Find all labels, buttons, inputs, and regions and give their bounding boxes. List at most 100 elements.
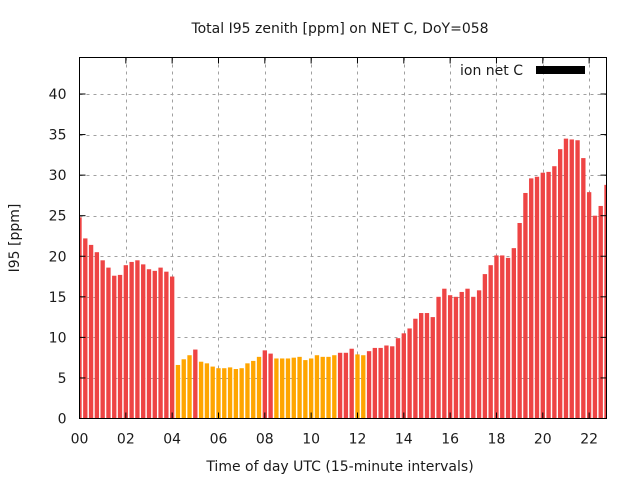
x-tick-label: 14 <box>395 432 413 448</box>
bar <box>395 338 401 418</box>
bar <box>83 238 88 418</box>
bar <box>436 296 441 418</box>
bar <box>447 295 453 418</box>
bar <box>424 313 430 418</box>
x-tick-label: 16 <box>441 432 459 448</box>
bar <box>534 176 540 418</box>
bar <box>152 270 157 418</box>
bar <box>390 346 395 418</box>
y-tick-label: 0 <box>58 412 67 428</box>
bar <box>268 353 273 418</box>
bar <box>251 360 256 418</box>
bar <box>146 269 152 418</box>
x-tick-label: 22 <box>580 432 598 448</box>
bar <box>366 351 372 418</box>
bar <box>442 288 447 418</box>
bar <box>517 222 522 418</box>
chart-title: Total I95 zenith [ppm] on NET C, DoY=058 <box>190 21 488 37</box>
bar <box>557 149 563 418</box>
bar <box>430 317 435 418</box>
bar <box>297 356 302 418</box>
bar <box>453 296 459 418</box>
bar <box>198 361 204 418</box>
bar <box>303 360 308 418</box>
bar <box>471 296 476 418</box>
bar <box>575 140 580 418</box>
bar <box>135 260 140 418</box>
bar <box>94 252 100 418</box>
bar <box>245 363 250 418</box>
y-axis-label: I95 [ppm] <box>7 204 23 273</box>
bar <box>193 349 198 418</box>
bar <box>604 184 606 418</box>
bar <box>216 368 221 418</box>
bar <box>552 166 557 418</box>
bar <box>378 347 383 418</box>
bar <box>308 358 314 418</box>
bar <box>158 267 163 418</box>
bar <box>494 255 499 418</box>
bar <box>100 260 105 418</box>
bar <box>563 138 569 418</box>
x-tick-label: 06 <box>210 432 228 448</box>
y-tick-label: 30 <box>49 168 67 184</box>
bar <box>349 348 354 418</box>
plot-border <box>79 57 607 419</box>
bar <box>337 352 343 418</box>
bar <box>459 291 464 418</box>
bar <box>598 205 603 418</box>
x-tick-label: 04 <box>163 432 181 448</box>
y-tick-label: 10 <box>49 330 67 346</box>
bar <box>384 345 389 418</box>
bar <box>401 333 406 418</box>
legend: ion net C <box>460 63 585 79</box>
bar <box>117 274 123 418</box>
axis-ticks: 00 02 04 06 08 10 12 14 16 18 20 22 0 5 10 15 20 25 30 35 40 <box>49 57 607 448</box>
x-tick-label: 18 <box>488 432 506 448</box>
x-tick-label: 02 <box>117 432 135 448</box>
bar <box>523 192 528 418</box>
bar <box>355 354 360 418</box>
bar <box>407 328 412 418</box>
bar <box>569 139 574 419</box>
y-tick-label: 20 <box>49 249 67 265</box>
bar <box>482 274 488 418</box>
bar <box>88 244 94 418</box>
bar <box>210 366 215 418</box>
bar <box>274 358 279 418</box>
bar <box>320 356 325 418</box>
bar <box>372 347 378 418</box>
bar <box>546 171 551 418</box>
bar <box>227 367 233 418</box>
bar <box>233 369 239 418</box>
bar <box>581 158 586 418</box>
bar <box>419 313 424 418</box>
bar <box>511 248 517 418</box>
bar <box>529 178 534 418</box>
bar <box>488 265 493 418</box>
bar <box>106 267 111 418</box>
bar <box>164 271 169 418</box>
bar <box>413 318 418 418</box>
bar <box>80 217 82 418</box>
y-tick-label: 15 <box>49 290 67 306</box>
bar <box>175 364 181 418</box>
bar <box>222 368 227 418</box>
bar <box>256 356 262 418</box>
x-tick-label: 20 <box>534 432 552 448</box>
bar <box>187 355 192 418</box>
y-tick-label: 5 <box>58 371 67 387</box>
x-tick-label: 10 <box>302 432 320 448</box>
bar <box>332 355 337 418</box>
bar <box>326 356 331 418</box>
y-tick-label: 40 <box>49 87 67 103</box>
bar <box>500 255 505 418</box>
bar <box>204 363 210 418</box>
bar <box>181 359 186 418</box>
x-tick-label: 12 <box>349 432 367 448</box>
bar <box>291 357 296 418</box>
bar <box>314 355 320 418</box>
bar <box>586 192 592 418</box>
y-tick-label: 25 <box>49 209 67 225</box>
